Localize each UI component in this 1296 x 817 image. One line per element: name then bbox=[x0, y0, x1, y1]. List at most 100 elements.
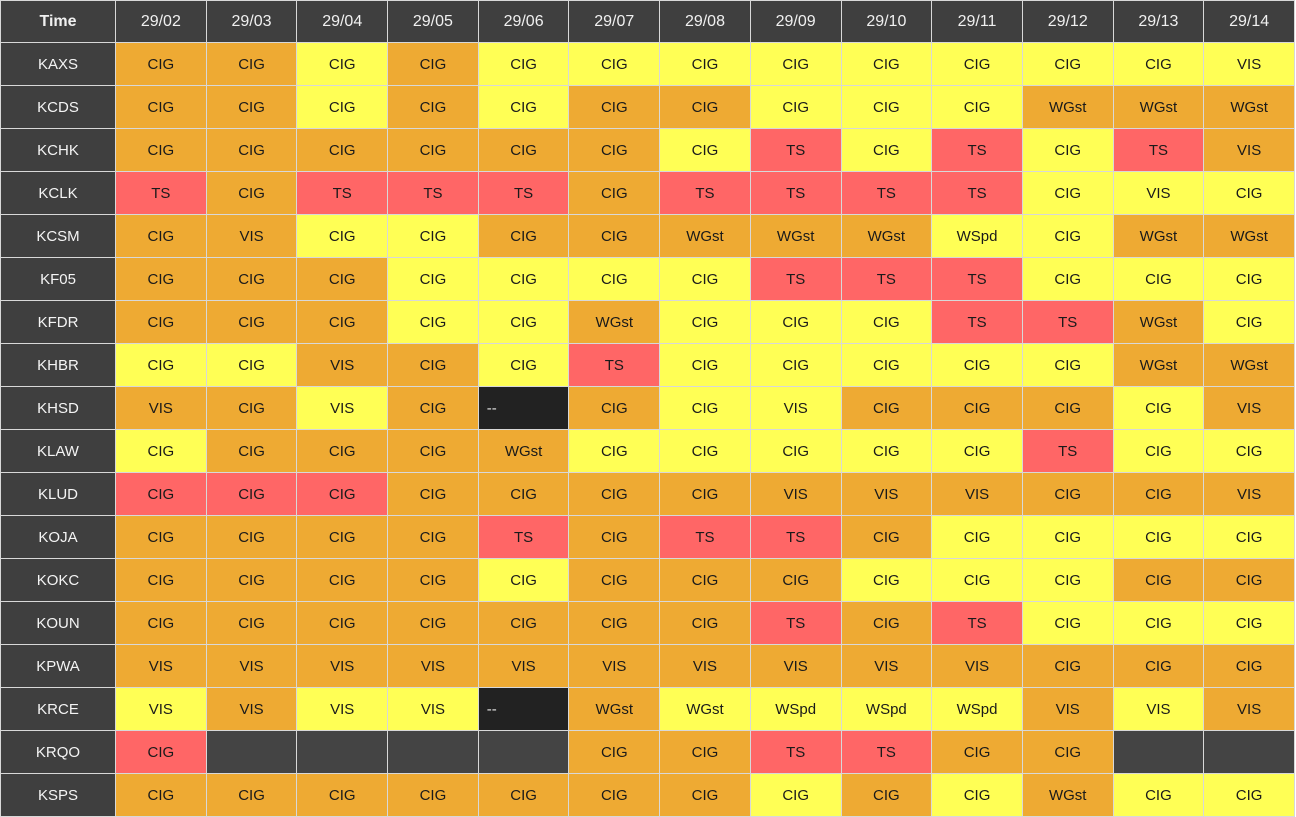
forecast-cell[interactable]: CIG bbox=[1021, 257, 1114, 301]
forecast-cell[interactable]: CIG bbox=[749, 300, 842, 344]
forecast-cell[interactable]: CIG bbox=[115, 128, 207, 172]
forecast-cell[interactable]: CIG bbox=[1112, 386, 1205, 430]
forecast-cell[interactable]: CIG bbox=[1112, 429, 1205, 473]
forecast-cell[interactable]: TS bbox=[1021, 429, 1114, 473]
forecast-cell[interactable]: CIG bbox=[659, 429, 751, 473]
forecast-cell[interactable]: CIG bbox=[1021, 558, 1114, 602]
forecast-cell[interactable]: CIG bbox=[659, 773, 751, 817]
forecast-cell[interactable]: TS bbox=[931, 601, 1023, 645]
forecast-cell[interactable]: CIG bbox=[659, 257, 751, 301]
forecast-cell[interactable]: WGst bbox=[1112, 300, 1205, 344]
forecast-cell[interactable]: CIG bbox=[115, 257, 207, 301]
forecast-cell[interactable]: CIG bbox=[931, 42, 1023, 86]
forecast-cell[interactable]: CIG bbox=[1112, 601, 1205, 645]
forecast-cell[interactable]: CIG bbox=[477, 472, 570, 516]
forecast-cell[interactable]: CIG bbox=[115, 773, 207, 817]
forecast-cell[interactable]: VIS bbox=[296, 644, 389, 688]
forecast-cell[interactable]: WGst bbox=[1112, 343, 1205, 387]
forecast-cell[interactable]: CIG bbox=[568, 730, 661, 774]
forecast-cell[interactable]: CIG bbox=[115, 343, 207, 387]
forecast-cell[interactable]: WGst bbox=[1203, 214, 1295, 258]
forecast-cell[interactable]: CIG bbox=[387, 42, 479, 86]
forecast-cell[interactable]: CIG bbox=[205, 429, 298, 473]
forecast-cell[interactable]: WSpd bbox=[931, 687, 1023, 731]
forecast-cell[interactable]: CIG bbox=[1203, 257, 1295, 301]
forecast-cell[interactable] bbox=[477, 730, 570, 774]
forecast-cell[interactable]: CIG bbox=[659, 730, 751, 774]
forecast-cell[interactable]: CIG bbox=[115, 214, 207, 258]
forecast-cell[interactable]: CIG bbox=[1203, 601, 1295, 645]
forecast-cell[interactable]: CIG bbox=[1203, 644, 1295, 688]
forecast-cell[interactable]: CIG bbox=[840, 558, 933, 602]
forecast-cell[interactable]: CIG bbox=[749, 429, 842, 473]
forecast-cell[interactable]: CIG bbox=[659, 343, 751, 387]
forecast-cell[interactable]: TS bbox=[749, 730, 842, 774]
forecast-cell[interactable] bbox=[296, 730, 389, 774]
forecast-cell[interactable]: CIG bbox=[659, 558, 751, 602]
forecast-cell[interactable]: TS bbox=[1021, 300, 1114, 344]
forecast-cell[interactable]: CIG bbox=[931, 343, 1023, 387]
forecast-cell[interactable]: CIG bbox=[1021, 730, 1114, 774]
forecast-cell[interactable]: VIS bbox=[840, 644, 933, 688]
forecast-cell[interactable]: CIG bbox=[296, 429, 389, 473]
forecast-cell[interactable]: CIG bbox=[931, 515, 1023, 559]
forecast-cell[interactable]: TS bbox=[568, 343, 661, 387]
forecast-cell[interactable]: CIG bbox=[205, 773, 298, 817]
forecast-cell[interactable]: CIG bbox=[659, 386, 751, 430]
forecast-cell[interactable]: WSpd bbox=[840, 687, 933, 731]
forecast-cell[interactable]: CIG bbox=[387, 773, 479, 817]
forecast-cell[interactable]: CIG bbox=[840, 42, 933, 86]
forecast-cell[interactable]: CIG bbox=[568, 85, 661, 129]
forecast-cell[interactable]: TS bbox=[931, 171, 1023, 215]
forecast-cell[interactable]: CIG bbox=[115, 300, 207, 344]
forecast-cell[interactable]: CIG bbox=[568, 214, 661, 258]
forecast-cell[interactable]: VIS bbox=[205, 644, 298, 688]
forecast-cell[interactable]: CIG bbox=[840, 773, 933, 817]
forecast-cell[interactable]: CIG bbox=[749, 85, 842, 129]
forecast-cell[interactable]: VIS bbox=[296, 687, 389, 731]
forecast-cell[interactable]: CIG bbox=[205, 42, 298, 86]
forecast-cell[interactable]: TS bbox=[477, 515, 570, 559]
forecast-cell[interactable]: TS bbox=[115, 171, 207, 215]
forecast-cell[interactable]: CIG bbox=[749, 42, 842, 86]
forecast-cell[interactable]: TS bbox=[749, 257, 842, 301]
forecast-cell[interactable]: VIS bbox=[296, 386, 389, 430]
forecast-cell[interactable]: CIG bbox=[568, 171, 661, 215]
forecast-cell[interactable]: CIG bbox=[1203, 558, 1295, 602]
forecast-cell[interactable]: CIG bbox=[568, 386, 661, 430]
forecast-cell[interactable]: CIG bbox=[568, 42, 661, 86]
forecast-cell[interactable]: CIG bbox=[1112, 42, 1205, 86]
forecast-cell[interactable]: CIG bbox=[205, 343, 298, 387]
forecast-cell[interactable]: VIS bbox=[1203, 472, 1295, 516]
forecast-cell[interactable]: CIG bbox=[1021, 128, 1114, 172]
forecast-cell[interactable]: TS bbox=[931, 257, 1023, 301]
forecast-cell[interactable]: CIG bbox=[115, 429, 207, 473]
forecast-cell[interactable]: CIG bbox=[296, 42, 389, 86]
forecast-cell[interactable]: WGst bbox=[1021, 773, 1114, 817]
forecast-cell[interactable]: CIG bbox=[296, 773, 389, 817]
forecast-cell[interactable]: CIG bbox=[205, 558, 298, 602]
forecast-cell[interactable]: WGst bbox=[840, 214, 933, 258]
forecast-cell[interactable]: CIG bbox=[387, 85, 479, 129]
forecast-cell[interactable]: WGst bbox=[1112, 214, 1205, 258]
forecast-cell[interactable]: CIG bbox=[387, 257, 479, 301]
forecast-cell[interactable]: CIG bbox=[205, 386, 298, 430]
forecast-cell[interactable]: CIG bbox=[1112, 558, 1205, 602]
forecast-cell[interactable]: CIG bbox=[477, 601, 570, 645]
forecast-cell[interactable]: CIG bbox=[205, 85, 298, 129]
forecast-cell[interactable]: CIG bbox=[1112, 644, 1205, 688]
forecast-cell[interactable]: CIG bbox=[115, 601, 207, 645]
forecast-cell[interactable]: VIS bbox=[477, 644, 570, 688]
forecast-cell[interactable]: TS bbox=[387, 171, 479, 215]
forecast-cell[interactable]: WGst bbox=[568, 300, 661, 344]
forecast-cell[interactable]: CIG bbox=[840, 343, 933, 387]
forecast-cell[interactable]: CIG bbox=[296, 515, 389, 559]
forecast-cell[interactable]: CIG bbox=[115, 42, 207, 86]
forecast-cell[interactable]: CIG bbox=[568, 601, 661, 645]
forecast-cell[interactable]: TS bbox=[840, 257, 933, 301]
forecast-cell[interactable]: CIG bbox=[387, 472, 479, 516]
forecast-cell[interactable]: CIG bbox=[205, 601, 298, 645]
forecast-cell[interactable]: WGst bbox=[1021, 85, 1114, 129]
forecast-cell[interactable]: WGst bbox=[749, 214, 842, 258]
forecast-cell[interactable]: CIG bbox=[115, 515, 207, 559]
